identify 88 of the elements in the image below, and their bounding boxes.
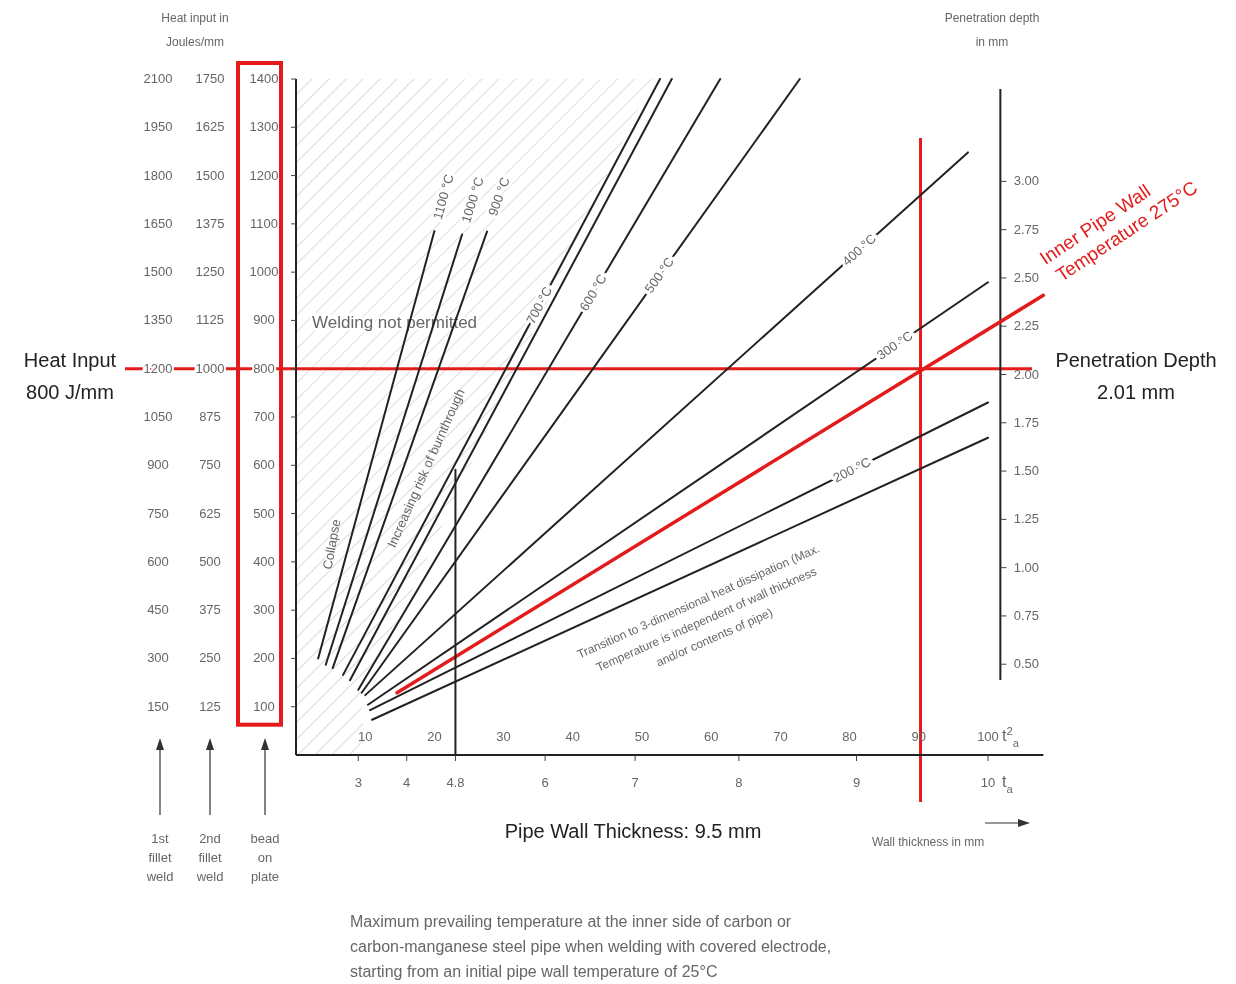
y3-tick-label: 500 [199, 553, 221, 569]
text: 1100 °C [429, 172, 457, 222]
y-tick-label: 100 [253, 698, 275, 714]
y2-tick-label: 1.00 [1013, 559, 1040, 575]
y-tick-label: 500 [253, 505, 275, 521]
y2-tick-label: 1.75 [1013, 414, 1040, 430]
text: 7 [631, 775, 639, 790]
y2-tick-label: 2.75 [1013, 221, 1040, 237]
text: 9 [852, 775, 861, 790]
text: 900 [147, 457, 169, 473]
text: bead on plate [250, 831, 280, 884]
y3-tick-label: 1250 [195, 264, 225, 280]
ref-line-label: Heat Input 800 J/mm [23, 348, 117, 403]
text: 300 [147, 650, 169, 666]
text: 1800 [143, 167, 173, 183]
text: 600 [147, 553, 169, 569]
x-tick-label: 60 [703, 729, 719, 744]
y-tick-label: 400 [253, 553, 275, 569]
y-tick-label: 1300 [249, 119, 279, 135]
text: 150 [147, 698, 169, 714]
y-tick-label: 900 [253, 312, 275, 328]
x-tick-label: 100 [977, 729, 999, 744]
text: Pipe Wall Thickness: 9.5 mm [504, 820, 762, 842]
y-tick-label: 1000 [249, 264, 279, 280]
text: 3 [354, 775, 362, 790]
text: 400 °C [839, 230, 879, 269]
y3-tick-label: 1750 [195, 71, 225, 86]
y-tick-label: 1100 [250, 215, 278, 231]
text: 8 [735, 775, 743, 790]
y-tick-label: 700 [253, 409, 275, 424]
y2-tick-label: 3.00 [1013, 173, 1040, 189]
text: t$_{a}$ [1002, 773, 1014, 795]
text: 1350 [143, 312, 173, 328]
text: 1st fillet weld [145, 831, 174, 884]
text: 300 °C [874, 327, 916, 363]
text: 700 °C [523, 284, 556, 327]
y3-tick-label: 625 [199, 505, 221, 521]
x-tick-label: 40 [565, 729, 581, 744]
text: 10 [980, 775, 996, 790]
y2-tick-label: 1.25 [1013, 511, 1040, 527]
text: 900 °C [485, 175, 513, 218]
x-tick-label: 50 [634, 729, 650, 744]
text: 1000 °C [458, 175, 487, 225]
text: Maximum prevailing temperature at the inner side of carbon or carbon-manganese steel pipe when welding with covered electrode, starting from an initial pipe wall temperature of 25°C [350, 913, 832, 980]
y2-tick-label: 0.75 [1013, 607, 1040, 623]
y-tick-label: 1400 [249, 71, 279, 86]
y2-tick-label: 2.25 [1013, 318, 1040, 334]
text: 450 [147, 602, 169, 618]
text: 1950 [143, 119, 173, 135]
x-tick-label: 20 [427, 729, 442, 744]
y3-tick-label: 875 [199, 409, 221, 424]
y3-tick-label: 125 [199, 698, 221, 714]
y3-tick-label: 375 [199, 602, 221, 618]
y3-tick-label: 1500 [195, 167, 225, 183]
text: Penetration Depth 2.01 mm [1055, 348, 1217, 403]
y3-tick-label: 750 [199, 457, 221, 473]
y2-tick-label: 1.50 [1013, 463, 1040, 479]
annotation: Collapse [319, 518, 344, 571]
x-tick-label: 80 [842, 729, 857, 744]
text: 2nd fillet weld [195, 831, 224, 884]
text: 750 [147, 505, 169, 521]
text: 6 [541, 775, 549, 790]
text: 1650 [143, 215, 173, 231]
y2-tick-label: 2.00 [1013, 366, 1040, 382]
y-axis-title: Heat input in Joules/mm [161, 11, 229, 49]
y2-axis-title: Penetration depth in mm [944, 11, 1040, 49]
text: 4 [403, 775, 411, 790]
y3-tick-label: 1625 [195, 119, 225, 135]
x-tick-label: 70 [773, 729, 788, 744]
y-tick-label: 600 [253, 457, 275, 473]
text: 2100 [143, 71, 173, 86]
text: 1050 [143, 409, 173, 424]
x-tick-label: 10 [357, 729, 373, 744]
text: 600 °C [576, 271, 610, 314]
y2-tick-label: 0.50 [1013, 656, 1040, 672]
y-tick-label: 200 [253, 650, 275, 666]
text: Wall thickness in mm [872, 835, 985, 849]
y3-tick-label: 1375 [195, 215, 225, 231]
y-tick-label: 300 [253, 602, 275, 618]
text: 200 °C [830, 454, 874, 486]
text: 4.8 [446, 775, 465, 790]
y2-tick-label: 2.50 [1013, 269, 1040, 285]
y3-tick-label: 1125 [196, 312, 224, 328]
x-tick-label: 30 [496, 729, 511, 744]
text: 1500 [143, 264, 173, 280]
y3-tick-label: 250 [199, 650, 221, 666]
y-tick-label: 1200 [249, 167, 279, 183]
text: 500 °C [641, 254, 677, 296]
